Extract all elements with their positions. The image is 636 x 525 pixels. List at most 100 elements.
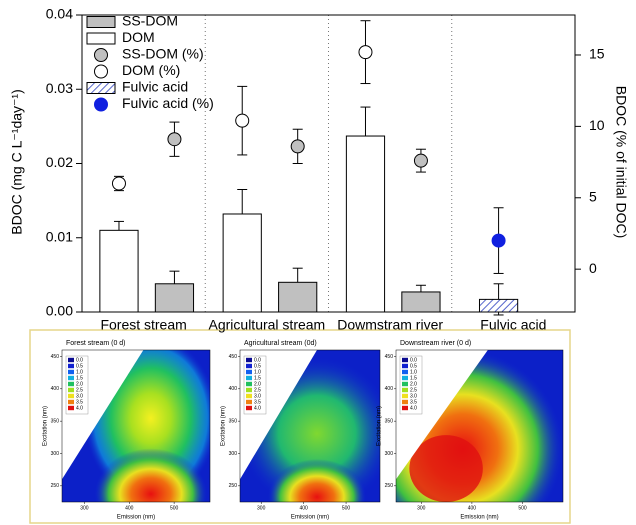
point xyxy=(491,233,506,248)
point xyxy=(290,139,305,154)
inset-y-tick-label: 300 xyxy=(385,451,394,457)
inset-legend-swatch xyxy=(402,363,408,369)
inset-legend-label: 4.0 xyxy=(76,405,83,411)
inset-legend-swatch xyxy=(68,375,74,381)
inset-legend-label: 3.5 xyxy=(410,399,417,405)
inset-legend-swatch xyxy=(402,381,408,387)
inset-legend-label: 2.5 xyxy=(254,387,261,393)
legend-swatch xyxy=(94,48,108,62)
inset-y-tick-label: 350 xyxy=(385,418,394,424)
inset-legend-swatch xyxy=(68,405,74,411)
inset-legend-swatch xyxy=(402,357,408,363)
y2-axis-title: BDOC (% of initial DOC) xyxy=(613,86,629,238)
inset-legend-swatch xyxy=(402,405,408,411)
bar xyxy=(401,291,441,313)
inset-y-tick-label: 250 xyxy=(385,483,394,489)
inset-x-tick-label: 400 xyxy=(299,505,308,511)
inset-title: Agricultural stream (0d) xyxy=(244,340,317,347)
inset-y-tick-label: 300 xyxy=(51,451,60,457)
inset-legend-swatch xyxy=(402,399,408,405)
inset-legend-label: 3.0 xyxy=(410,393,417,399)
legend-swatch xyxy=(86,32,116,45)
inset-legend-swatch xyxy=(246,357,252,363)
inset-x-label: Emission (nm) xyxy=(460,515,498,521)
inset-legend-swatch xyxy=(246,381,252,387)
legend-swatch xyxy=(86,82,116,94)
inset-y-label: Excitation (nm) xyxy=(377,406,383,446)
inset-y-tick-label: 350 xyxy=(51,418,60,424)
inset-y-tick-label: 400 xyxy=(229,386,238,392)
y2-tick-label: 15 xyxy=(589,46,605,62)
inset-x-tick-label: 400 xyxy=(125,505,134,511)
inset-legend-label: 0.0 xyxy=(410,357,417,363)
eem-blob xyxy=(94,448,208,502)
x-tick-label: Forest stream xyxy=(100,317,186,333)
inset-legend-label: 4.0 xyxy=(410,405,417,411)
inset-legend-label: 2.0 xyxy=(76,381,83,387)
point xyxy=(235,113,250,128)
inset-legend-swatch xyxy=(402,387,408,393)
inset-legend-swatch xyxy=(68,357,74,363)
inset-legend-label: 4.0 xyxy=(254,405,261,411)
y2-tick-label: 0 xyxy=(589,260,597,276)
inset-frame xyxy=(61,349,211,503)
inset-frame xyxy=(29,329,571,524)
inset-frame xyxy=(239,349,381,503)
inset-legend-swatch xyxy=(246,387,252,393)
x-tick-label: Dowmstram river xyxy=(337,317,443,333)
bar xyxy=(345,135,386,313)
legend-label: SS-DOM (%) xyxy=(122,46,204,62)
inset-legend-swatch xyxy=(246,399,252,405)
inset-x-tick-label: 500 xyxy=(518,505,527,511)
inset-legend-label: 0.5 xyxy=(410,363,417,369)
bar xyxy=(478,298,519,313)
inset-legend-label: 2.5 xyxy=(76,387,83,393)
inset-title: Forest stream (0 d) xyxy=(66,340,126,347)
inset-x-label: Emission (nm) xyxy=(291,515,329,521)
bar xyxy=(99,229,139,313)
inset-legend-label: 0.0 xyxy=(76,357,83,363)
inset-legend-swatch xyxy=(68,393,74,399)
inset-y-label: Excitation (nm) xyxy=(43,406,49,446)
inset-frame xyxy=(395,349,564,503)
eem-map xyxy=(396,350,563,502)
inset-legend-label: 2.5 xyxy=(410,387,417,393)
point xyxy=(413,153,428,168)
inset-legend-swatch xyxy=(68,381,74,387)
inset-x-tick-label: 500 xyxy=(342,505,351,511)
legend-label: SS-DOM xyxy=(122,13,178,29)
inset-legend-label: 1.0 xyxy=(76,369,83,375)
inset-y-tick-label: 450 xyxy=(385,354,394,360)
inset-legend-swatch xyxy=(68,387,74,393)
inset-legend-swatch xyxy=(246,393,252,399)
inset-y-tick-label: 400 xyxy=(385,386,394,392)
y-tick-label: 0.00 xyxy=(46,303,73,319)
eem-blob xyxy=(409,435,483,502)
inset-x-tick-label: 400 xyxy=(468,505,477,511)
inset-legend-swatch xyxy=(68,369,74,375)
inset-legend-label: 1.5 xyxy=(254,375,261,381)
y-tick-label: 0.04 xyxy=(46,6,73,22)
inset-y-tick-label: 300 xyxy=(229,451,238,457)
y-tick-label: 0.02 xyxy=(46,154,73,170)
inset-legend-label: 0.0 xyxy=(254,357,261,363)
eem-blob xyxy=(268,459,366,502)
inset-legend-swatch xyxy=(402,369,408,375)
inset-legend-swatch xyxy=(246,375,252,381)
inset-legend-label: 3.5 xyxy=(254,399,261,405)
bar xyxy=(154,283,195,313)
inset-legend-swatch xyxy=(68,363,74,369)
y2-tick-label: 10 xyxy=(589,117,605,133)
inset-legend-swatch xyxy=(246,405,252,411)
inset-y-label: Excitation (nm) xyxy=(221,406,227,446)
x-tick-label: Fulvic acid xyxy=(480,317,546,333)
x-tick-label: Agricultural stream xyxy=(209,317,326,333)
point xyxy=(167,132,182,147)
inset-x-tick-label: 500 xyxy=(170,505,179,511)
inset-legend-swatch xyxy=(246,369,252,375)
inset-legend-label: 3.0 xyxy=(254,393,261,399)
inset-y-tick-label: 350 xyxy=(229,418,238,424)
plot-frame xyxy=(81,14,576,313)
inset-y-tick-label: 450 xyxy=(51,354,60,360)
inset-legend-label: 2.0 xyxy=(254,381,261,387)
